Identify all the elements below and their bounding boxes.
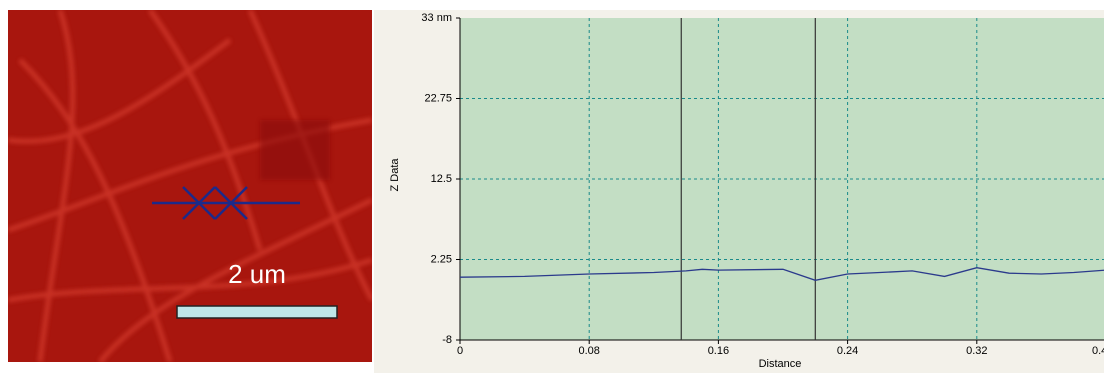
y-axis-label: Z Data <box>389 158 401 192</box>
y-tick-label: 22.75 <box>424 92 452 104</box>
x-tick-label: 0.24 <box>837 345 858 357</box>
screen: 2 um Z Data Distance -8 2.25 12.5 22.75 33 n… <box>0 0 1104 373</box>
scale-label: 2 um <box>228 259 286 289</box>
y-tick-label: 33 nm <box>421 12 452 24</box>
x-tick-label: 0.32 <box>966 345 987 357</box>
y-tick-label: 2.25 <box>431 253 452 265</box>
x-axis-label: Distance <box>759 358 802 370</box>
y-tick-label: -8 <box>442 334 452 346</box>
x-tick-label: 0.16 <box>708 345 729 357</box>
afm-image <box>8 10 372 362</box>
x-tick-label: 0.08 <box>578 345 599 357</box>
y-tick-label: 12.5 <box>431 173 452 185</box>
x-tick-label: 0.4 µm <box>1092 345 1104 357</box>
x-tick-label: 0 <box>457 345 463 357</box>
